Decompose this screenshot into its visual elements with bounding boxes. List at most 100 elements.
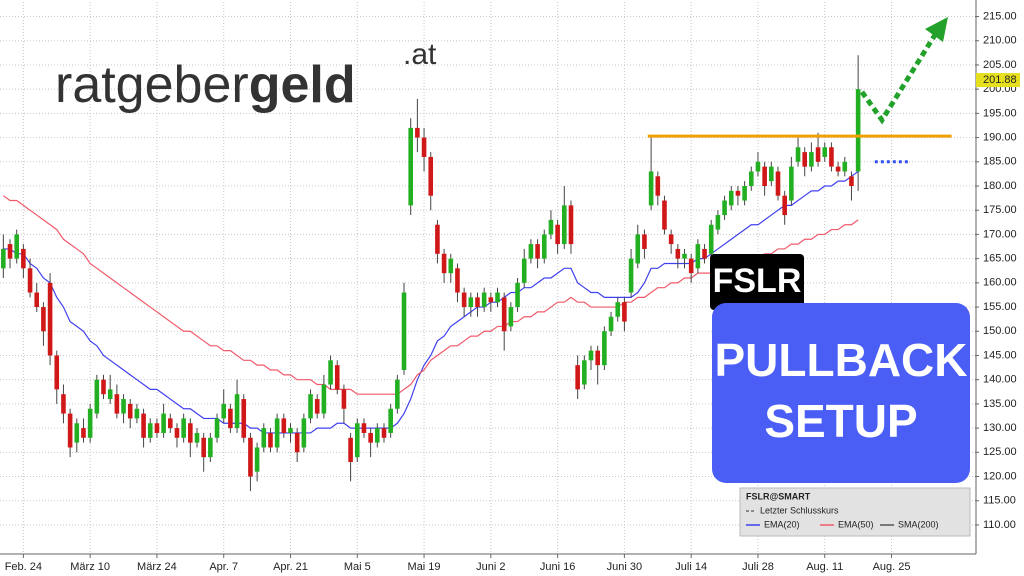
candle-body (735, 190, 741, 196)
candle-body (508, 307, 514, 327)
candle-body (515, 282, 520, 308)
candle-body (375, 428, 380, 443)
candle-body (41, 307, 46, 332)
candle-body (728, 190, 734, 206)
candle-body (528, 244, 534, 259)
candle-body (87, 408, 93, 438)
candle-body (608, 316, 614, 332)
y-tick-label: 210.00 (983, 35, 1017, 47)
candle-body (829, 147, 834, 167)
candle-body (648, 171, 654, 206)
candle-body (682, 253, 687, 259)
candle-body (622, 302, 627, 322)
candle-body (481, 292, 487, 308)
candle-body (234, 394, 240, 429)
candle-body (334, 365, 340, 390)
candle-body (141, 413, 146, 438)
candle-body (201, 437, 206, 458)
y-tick-label: 120.00 (983, 470, 1017, 482)
candle-body (815, 147, 821, 162)
x-tick-label: Aug. 11 (806, 561, 843, 573)
y-tick-label: 130.00 (983, 422, 1017, 434)
candle-body (261, 428, 267, 448)
plot (1, 55, 952, 492)
candle-body (748, 171, 754, 186)
candle-body (475, 297, 480, 308)
candle-body (308, 394, 313, 419)
candle-body (81, 428, 86, 438)
candle-body (495, 292, 500, 303)
y-tick-label: 150.00 (983, 325, 1017, 337)
candle-body (555, 224, 560, 245)
candle-body (521, 258, 527, 283)
candle-body (61, 394, 66, 414)
logo-part: geld (249, 56, 356, 114)
setup-text: SETUP (764, 395, 917, 447)
candle-body (54, 355, 60, 390)
candle-body (294, 432, 300, 453)
candle-body (742, 186, 747, 201)
candle-body (208, 437, 213, 458)
candle-body (321, 384, 327, 414)
logo: ratgebergeld (55, 56, 356, 114)
candle-body (668, 234, 674, 245)
candle-body (755, 161, 761, 172)
candle-body (455, 268, 460, 293)
x-tick-label: März 24 (137, 561, 177, 573)
candle-body (154, 423, 160, 433)
projection-arrow (859, 28, 941, 125)
y-tick-label: 190.00 (983, 131, 1017, 143)
x-tick-label: Apr. 7 (209, 561, 238, 573)
candle-body (214, 418, 220, 438)
y-tick-label: 180.00 (983, 180, 1017, 192)
candle-body (655, 176, 661, 196)
candle-body (541, 234, 547, 259)
candle-body (27, 268, 33, 293)
candle-body (161, 413, 166, 433)
legend-label: EMA(50) (838, 519, 874, 529)
candle-body (114, 394, 120, 414)
candle-body (468, 297, 474, 308)
candle-body (642, 234, 647, 249)
candle-body (561, 205, 567, 245)
candle-body (435, 224, 440, 254)
candle-body (274, 418, 280, 448)
candle-body (602, 331, 607, 366)
setup-badge (712, 303, 970, 483)
logo-suffix: .at (403, 38, 437, 71)
candle-body (395, 379, 400, 409)
candle-body (134, 408, 140, 419)
candle-body (194, 432, 200, 443)
candle-body (501, 297, 507, 332)
x-tick-label: März 10 (70, 561, 110, 573)
candle-body (368, 432, 373, 443)
x-tick-label: Juni 30 (607, 561, 642, 573)
y-tick-label: 185.00 (983, 156, 1017, 168)
candle-body (121, 399, 126, 414)
y-tick-label: 155.00 (983, 301, 1017, 313)
x-tick-label: Juni 16 (540, 561, 575, 573)
candle-body (281, 418, 287, 433)
candle-body (94, 379, 100, 414)
candle-body (188, 423, 193, 443)
axes: 110.00 115.00 120.00 125.00 130.00 135.00 140.… (5, 10, 1020, 573)
candle-body (775, 171, 781, 196)
candle-body (762, 166, 767, 186)
candle-body (67, 413, 73, 448)
candle-body (809, 152, 814, 167)
x-tick-label: Juli 14 (675, 561, 707, 573)
candle-body (7, 244, 13, 259)
candle-body (228, 408, 233, 429)
candle-body (415, 127, 420, 138)
y-tick-label: 140.00 (983, 374, 1017, 386)
candle-body (615, 302, 621, 317)
candle-body (722, 200, 727, 216)
candle-body (74, 423, 80, 443)
candle-body (548, 219, 554, 235)
candle-body (127, 403, 133, 419)
y-tick-label: 110.00 (983, 519, 1016, 531)
candle-body (595, 350, 600, 366)
legend-title: FSLR@SMART (746, 491, 811, 501)
candle-body (795, 147, 801, 162)
x-tick-label: Aug. 25 (873, 561, 911, 573)
